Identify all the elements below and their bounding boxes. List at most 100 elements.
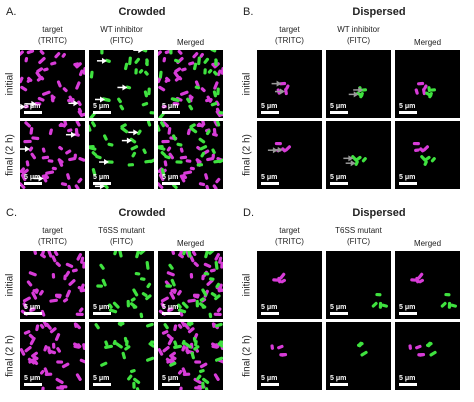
cell bbox=[200, 151, 206, 158]
cell bbox=[89, 112, 96, 118]
cell bbox=[130, 145, 139, 151]
cell bbox=[24, 121, 31, 128]
cell bbox=[82, 261, 85, 269]
panel-letter: C. bbox=[6, 207, 17, 219]
cell bbox=[182, 251, 187, 256]
cell bbox=[166, 358, 172, 364]
cell bbox=[68, 157, 77, 162]
cell bbox=[423, 84, 428, 90]
cell bbox=[135, 251, 140, 259]
cell bbox=[139, 277, 146, 281]
cell bbox=[164, 154, 171, 160]
cell bbox=[205, 129, 211, 136]
cell bbox=[204, 251, 209, 259]
cell bbox=[139, 312, 144, 319]
cell bbox=[177, 323, 183, 329]
cell bbox=[79, 288, 85, 293]
scale-bar-label: 5 μm bbox=[162, 375, 178, 382]
cell bbox=[65, 262, 74, 268]
cell bbox=[284, 145, 292, 152]
cell bbox=[24, 345, 32, 353]
cell bbox=[198, 137, 206, 144]
cell bbox=[20, 348, 26, 356]
cell bbox=[218, 111, 223, 115]
cell bbox=[124, 62, 129, 71]
cell bbox=[118, 322, 125, 326]
cell bbox=[20, 167, 26, 174]
cells bbox=[414, 81, 437, 99]
cell bbox=[203, 68, 207, 75]
scale-bar bbox=[162, 312, 180, 315]
scale-bar-label: 5 μm bbox=[330, 375, 346, 382]
cell bbox=[214, 253, 220, 261]
cell bbox=[412, 141, 420, 146]
cell bbox=[91, 151, 98, 157]
cell bbox=[203, 262, 212, 268]
cell bbox=[82, 66, 85, 75]
scale-bar-label: 5 μm bbox=[24, 304, 40, 311]
cell bbox=[354, 160, 359, 166]
cell bbox=[66, 173, 71, 180]
cell bbox=[134, 57, 141, 64]
column-label: T6SS mutant bbox=[98, 226, 145, 235]
row-label: final (2 h) bbox=[242, 134, 253, 176]
cell bbox=[166, 146, 172, 152]
cell bbox=[25, 160, 30, 167]
cell bbox=[74, 128, 79, 136]
cell bbox=[217, 342, 223, 348]
cell bbox=[31, 136, 40, 141]
cell bbox=[20, 182, 26, 189]
scale-bar bbox=[93, 182, 111, 185]
cells bbox=[343, 155, 367, 167]
cell bbox=[96, 284, 104, 288]
cell bbox=[212, 128, 217, 136]
panel-title: Dispersed bbox=[352, 6, 405, 18]
cell bbox=[213, 373, 220, 381]
cells bbox=[410, 272, 457, 309]
cell bbox=[30, 152, 37, 160]
cell bbox=[381, 303, 388, 308]
cell bbox=[158, 173, 165, 182]
cell bbox=[48, 128, 53, 136]
arrow-head bbox=[133, 129, 139, 136]
cells bbox=[357, 341, 368, 357]
cell bbox=[115, 342, 123, 349]
cell bbox=[208, 277, 215, 281]
cells bbox=[20, 121, 85, 189]
cell bbox=[188, 61, 195, 66]
image-background bbox=[20, 322, 85, 390]
cell bbox=[41, 174, 48, 183]
arrow-head bbox=[138, 50, 144, 54]
cells bbox=[158, 251, 223, 319]
cell bbox=[62, 297, 69, 303]
scale-bar bbox=[330, 111, 348, 114]
cell bbox=[51, 166, 57, 171]
cell bbox=[58, 145, 64, 151]
cell bbox=[24, 56, 29, 63]
cell bbox=[32, 357, 39, 366]
cell bbox=[414, 148, 420, 152]
scale-bar bbox=[399, 111, 417, 114]
cell bbox=[193, 377, 202, 385]
cell bbox=[280, 352, 288, 357]
scale-bar-label: 5 μm bbox=[261, 174, 277, 181]
cell bbox=[28, 271, 37, 277]
cell bbox=[189, 166, 195, 171]
cell bbox=[146, 322, 154, 328]
cell bbox=[132, 288, 139, 297]
cell bbox=[143, 90, 148, 98]
cell bbox=[187, 327, 195, 334]
cell bbox=[22, 302, 28, 309]
cell bbox=[75, 312, 84, 317]
column-label: Merged bbox=[177, 239, 204, 248]
cell bbox=[61, 52, 66, 58]
cell bbox=[199, 52, 204, 58]
cells bbox=[89, 121, 154, 189]
cell bbox=[165, 284, 173, 288]
cell bbox=[414, 88, 419, 95]
cell bbox=[430, 88, 437, 92]
cells bbox=[20, 251, 85, 317]
cell bbox=[210, 101, 218, 107]
cell bbox=[28, 358, 34, 364]
cell bbox=[20, 50, 24, 57]
